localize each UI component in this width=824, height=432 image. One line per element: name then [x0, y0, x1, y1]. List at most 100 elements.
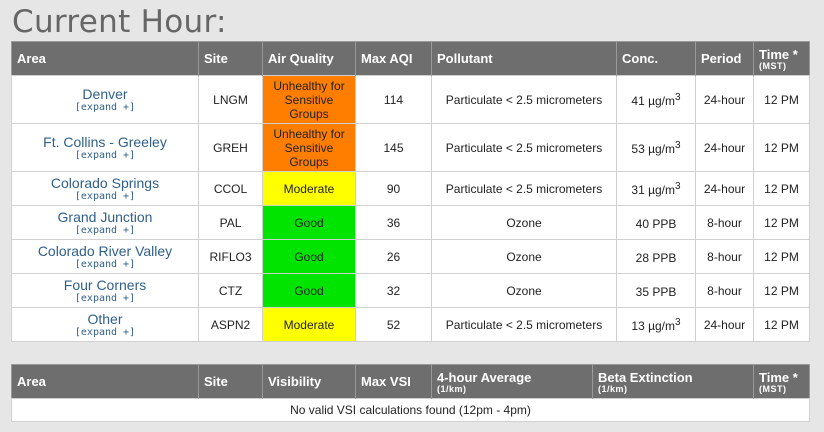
area-link[interactable]: Colorado River Valley: [37, 242, 173, 259]
site-cell: GREH: [198, 123, 263, 172]
max-aqi-cell: 32: [355, 273, 432, 308]
col-header-pollutant[interactable]: Pollutant: [431, 41, 617, 76]
area-link[interactable]: Grand Junction: [57, 208, 153, 225]
conc-value: 28 PPB: [635, 250, 677, 265]
site-cell: RIFLO3: [198, 239, 263, 274]
max-aqi-cell: 36: [355, 205, 432, 240]
time-cell: 12 PM: [753, 307, 810, 342]
col-header-time[interactable]: Time * (MST): [753, 41, 810, 76]
page-title: Current Hour:: [12, 4, 227, 40]
area-link[interactable]: Denver: [82, 85, 128, 102]
area-link[interactable]: Colorado Springs: [50, 174, 160, 191]
time-cell: 12 PM: [753, 75, 810, 124]
conc-cell: 40 PPB: [616, 205, 696, 240]
air-quality-cell: Moderate: [262, 171, 356, 206]
table-row: Denver [expand +] LNGM Unhealthy for Sensit…: [11, 75, 810, 124]
conc-value: 53 µg/m: [631, 141, 676, 156]
pollutant-cell: Ozone: [431, 205, 617, 240]
pollutant-cell: Particulate < 2.5 micrometers: [431, 307, 617, 342]
conc-cell: 53 µg/m3: [616, 123, 696, 172]
col-header-air-quality[interactable]: Air Quality: [262, 41, 356, 76]
col-header-4hr-avg-unit: (1/km): [437, 383, 467, 394]
conc-value: 41 µg/m: [631, 93, 676, 108]
area-cell: Ft. Collins - Greeley [expand +]: [11, 123, 199, 172]
time-cell: 12 PM: [753, 123, 810, 172]
col-header-max-vsi[interactable]: Max VSI: [355, 364, 432, 399]
period-cell: 24-hour: [695, 75, 754, 124]
visibility-table: Area Site Visibility Max VSI 4-hour Aver…: [11, 364, 810, 422]
col-header-visibility[interactable]: Visibility: [262, 364, 356, 399]
area-cell: Four Corners [expand +]: [11, 273, 199, 308]
air-quality-cell: Moderate: [262, 307, 356, 342]
col-header-beta-unit: (1/km): [598, 383, 628, 394]
col-header-time[interactable]: Time * (MST): [753, 364, 810, 399]
area-cell: Colorado River Valley [expand +]: [11, 239, 199, 274]
col-header-site[interactable]: Site: [198, 41, 263, 76]
conc-cell: 41 µg/m3: [616, 75, 696, 124]
pollutant-cell: Particulate < 2.5 micrometers: [431, 123, 617, 172]
empty-row: No valid VSI calculations found (12pm - …: [11, 398, 810, 422]
area-link[interactable]: Ft. Collins - Greeley: [43, 133, 167, 150]
site-cell: PAL: [198, 205, 263, 240]
pollutant-cell: Particulate < 2.5 micrometers: [431, 75, 617, 124]
conc-exponent: 3: [675, 180, 681, 192]
air-quality-cell: Good: [262, 239, 356, 274]
col-header-area[interactable]: Area: [11, 41, 199, 76]
site-cell: LNGM: [198, 75, 263, 124]
time-cell: 12 PM: [753, 239, 810, 274]
expand-link[interactable]: [expand +]: [74, 149, 136, 161]
max-aqi-cell: 52: [355, 307, 432, 342]
time-cell: 12 PM: [753, 205, 810, 240]
col-header-conc[interactable]: Conc.: [616, 41, 696, 76]
expand-link[interactable]: [expand +]: [74, 326, 136, 338]
conc-value: 35 PPB: [635, 284, 677, 299]
air-quality-cell: Unhealthy for Sensitive Groups: [262, 75, 356, 124]
area-link[interactable]: Other: [87, 310, 123, 327]
site-cell: CCOL: [198, 171, 263, 206]
expand-link[interactable]: [expand +]: [74, 258, 136, 270]
expand-link[interactable]: [expand +]: [74, 101, 136, 113]
period-cell: 8-hour: [695, 205, 754, 240]
conc-value: 13 µg/m: [631, 318, 676, 333]
header-row: Area Site Visibility Max VSI 4-hour Aver…: [11, 364, 810, 399]
expand-link[interactable]: [expand +]: [74, 292, 136, 304]
pollutant-cell: Particulate < 2.5 micrometers: [431, 171, 617, 206]
air-quality-cell: Unhealthy for Sensitive Groups: [262, 123, 356, 172]
conc-cell: 31 µg/m3: [616, 171, 696, 206]
area-link[interactable]: Four Corners: [63, 276, 147, 293]
air-quality-cell: Good: [262, 205, 356, 240]
period-cell: 8-hour: [695, 273, 754, 308]
period-cell: 24-hour: [695, 307, 754, 342]
area-cell: Denver [expand +]: [11, 75, 199, 124]
area-cell: Colorado Springs [expand +]: [11, 171, 199, 206]
area-cell: Other [expand +]: [11, 307, 199, 342]
col-header-time-label: Time *: [759, 369, 798, 385]
col-header-time-unit: (MST): [759, 60, 787, 71]
header-row: Area Site Air Quality Max AQI Pollutant …: [11, 41, 810, 76]
col-header-beta-extinction[interactable]: Beta Extinction (1/km): [592, 364, 754, 399]
conc-cell: 28 PPB: [616, 239, 696, 274]
table-row: Four Corners [expand +] CTZ Good 32 Ozone 35 P…: [11, 273, 810, 308]
col-header-4hr-avg[interactable]: 4-hour Average (1/km): [431, 364, 593, 399]
col-header-4hr-avg-label: 4-hour Average: [437, 369, 532, 385]
col-header-time-unit: (MST): [759, 383, 787, 394]
expand-link[interactable]: [expand +]: [74, 190, 136, 202]
max-aqi-cell: 145: [355, 123, 432, 172]
table-row: Colorado River Valley [expand +] RIFLO3 Goo…: [11, 239, 810, 274]
air-quality-table: Area Site Air Quality Max AQI Pollutant …: [11, 41, 810, 342]
table-row: Other [expand +] ASPN2 Moderate 52 Particulat…: [11, 307, 810, 342]
col-header-period[interactable]: Period: [695, 41, 754, 76]
expand-link[interactable]: [expand +]: [74, 224, 136, 236]
conc-value: 40 PPB: [635, 216, 677, 231]
col-header-area[interactable]: Area: [11, 364, 199, 399]
col-header-beta-label: Beta Extinction: [598, 369, 693, 385]
period-cell: 8-hour: [695, 239, 754, 274]
conc-value: 31 µg/m: [631, 182, 676, 197]
max-aqi-cell: 26: [355, 239, 432, 274]
col-header-max-aqi[interactable]: Max AQI: [355, 41, 432, 76]
site-cell: CTZ: [198, 273, 263, 308]
air-quality-cell: Good: [262, 273, 356, 308]
col-header-site[interactable]: Site: [198, 364, 263, 399]
pollutant-cell: Ozone: [431, 273, 617, 308]
conc-exponent: 3: [675, 91, 681, 103]
